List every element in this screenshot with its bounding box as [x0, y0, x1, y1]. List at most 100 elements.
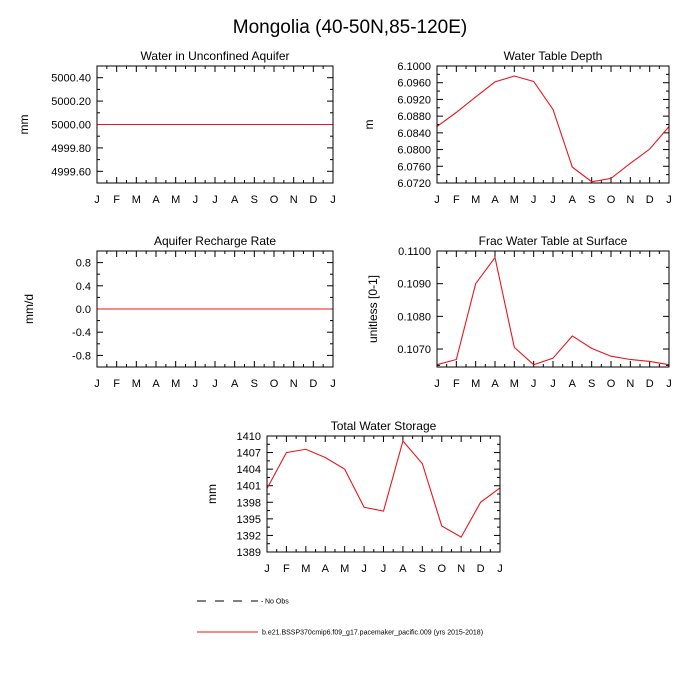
- fwt-ytick-label: 0.1100: [398, 246, 431, 258]
- tws-ytick-label: 1410: [237, 431, 261, 443]
- fwt-ylabel: unitless [0-1]: [366, 275, 380, 343]
- fwt-ytick-label: 0.1090: [397, 279, 431, 291]
- wtd-xtick-label: S: [588, 194, 595, 206]
- legend-obs-prefix: -: [261, 599, 264, 606]
- tws-ytick-label: 1389: [237, 547, 261, 559]
- fwt-plot-frame: [436, 250, 670, 368]
- fwt-ytick-label: 0.1070: [397, 344, 431, 356]
- tws-xtick-label: D: [477, 563, 485, 575]
- wtd-xtick-label: A: [569, 194, 577, 206]
- tws-xtick-label: M: [340, 563, 349, 575]
- unconfined-xtick-label: D: [309, 194, 317, 206]
- recharge-xtick-label: J: [193, 378, 199, 390]
- wtd-xtick-label: O: [607, 194, 616, 206]
- unconfined-plot-frame: [96, 65, 334, 184]
- legend-model-label: b.e21.BSSP370cmip6.f09_g17.pacemaker_pac…: [262, 630, 483, 637]
- recharge-ytick-label: 0.0: [76, 304, 91, 316]
- recharge-xtick-label: J: [330, 378, 336, 390]
- wtd-ytick-label: 6.1000: [397, 61, 431, 73]
- tws-plot-frame: [266, 435, 501, 553]
- tws-xtick-label: S: [419, 563, 426, 575]
- unconfined-xtick-label: M: [132, 194, 141, 206]
- figure-title: Mongolia (40-50N,85-120E): [233, 17, 467, 38]
- wtd-xtick-label: F: [453, 194, 460, 206]
- unconfined-xtick-label: S: [251, 194, 258, 206]
- tws-ytick-label: 1392: [237, 530, 261, 542]
- wtd-series-line: [436, 75, 670, 183]
- wtd-ylabel: m: [362, 120, 376, 130]
- tws-ylabel: mm: [205, 484, 219, 504]
- fwt-xtick-label: J: [550, 378, 556, 390]
- wtd-xtick-label: J: [666, 194, 672, 206]
- tws-ytick-label: 1398: [237, 497, 261, 509]
- fwt-xtick-label: J: [434, 378, 440, 390]
- tws-xtick-label: J: [497, 563, 503, 575]
- fwt-ytick-label: 0.1080: [397, 311, 431, 323]
- unconfined-xtick-label: J: [193, 194, 199, 206]
- unconfined-ytick-label: 5000.40: [51, 73, 91, 85]
- tws-xtick-label: F: [283, 563, 290, 575]
- fwt-xtick-label: A: [569, 378, 577, 390]
- fwt-xtick-label: M: [510, 378, 519, 390]
- wtd-ytick-label: 6.0840: [397, 128, 431, 140]
- tws-xtick-label: M: [301, 563, 310, 575]
- recharge-ytick-label: -0.8: [72, 350, 91, 362]
- legend: - No Obs b.e21.BSSP370cmip6.f09_g17.pace…: [197, 599, 483, 637]
- recharge-xtick-label: N: [290, 378, 298, 390]
- tws-xtick-label: A: [399, 563, 407, 575]
- tws-xtick-label: J: [264, 563, 270, 575]
- fwt-xtick-label: D: [646, 378, 654, 390]
- unconfined-xtick-label: A: [231, 194, 239, 206]
- recharge-title: Aquifer Recharge Rate: [154, 234, 276, 248]
- unconfined-ytick-label: 4999.80: [51, 143, 91, 155]
- wtd-xtick-label: M: [510, 194, 519, 206]
- recharge-xtick-label: S: [251, 378, 258, 390]
- wtd-xtick-label: J: [531, 194, 537, 206]
- wtd-plot-frame: [436, 65, 670, 184]
- unconfined-xtick-label: O: [270, 194, 279, 206]
- tws-xtick-label: J: [381, 563, 387, 575]
- tws-title: Total Water Storage: [331, 419, 437, 433]
- tws-series-line: [266, 439, 501, 538]
- recharge-plot-frame: [96, 250, 334, 368]
- recharge-xtick-label: A: [152, 378, 160, 390]
- unconfined-xtick-label: J: [330, 194, 336, 206]
- legend-obs-label: No Obs: [265, 599, 289, 606]
- wtd-xtick-label: J: [434, 194, 440, 206]
- unconfined-ytick-label: 5000.00: [51, 120, 91, 132]
- wtd-ytick-label: 6.0880: [397, 111, 431, 123]
- tws-ytick-label: 1395: [237, 514, 261, 526]
- recharge-xtick-label: D: [309, 378, 317, 390]
- fwt-xtick-label: J: [666, 378, 672, 390]
- recharge-xtick-label: A: [231, 378, 239, 390]
- fwt-xtick-label: O: [607, 378, 616, 390]
- recharge-xtick-label: J: [212, 378, 218, 390]
- recharge-ylabel: mm/d: [22, 294, 36, 324]
- wtd-ytick-label: 6.0920: [397, 94, 431, 106]
- fwt-title: Frac Water Table at Surface: [479, 234, 628, 248]
- fwt-series-line: [436, 256, 670, 366]
- tws-ytick-label: 1404: [237, 464, 261, 476]
- wtd-xtick-label: M: [471, 194, 480, 206]
- recharge-xtick-label: F: [113, 378, 120, 390]
- wtd-xtick-label: D: [646, 194, 654, 206]
- tws-xtick-label: O: [437, 563, 446, 575]
- unconfined-ytick-label: 4999.60: [51, 166, 91, 178]
- fwt-xtick-label: S: [588, 378, 595, 390]
- unconfined-xtick-label: M: [171, 194, 180, 206]
- unconfined-xtick-label: A: [152, 194, 160, 206]
- fwt-xtick-label: J: [531, 378, 537, 390]
- unconfined-xtick-label: F: [113, 194, 120, 206]
- tws-ytick-label: 1407: [237, 448, 261, 460]
- unconfined-xtick-label: N: [290, 194, 298, 206]
- recharge-xtick-label: J: [94, 378, 100, 390]
- tws-ytick-label: 1401: [237, 481, 261, 493]
- wtd-ytick-label: 6.0720: [397, 178, 431, 190]
- unconfined-ytick-label: 5000.20: [51, 96, 91, 108]
- fwt-xtick-label: A: [491, 378, 499, 390]
